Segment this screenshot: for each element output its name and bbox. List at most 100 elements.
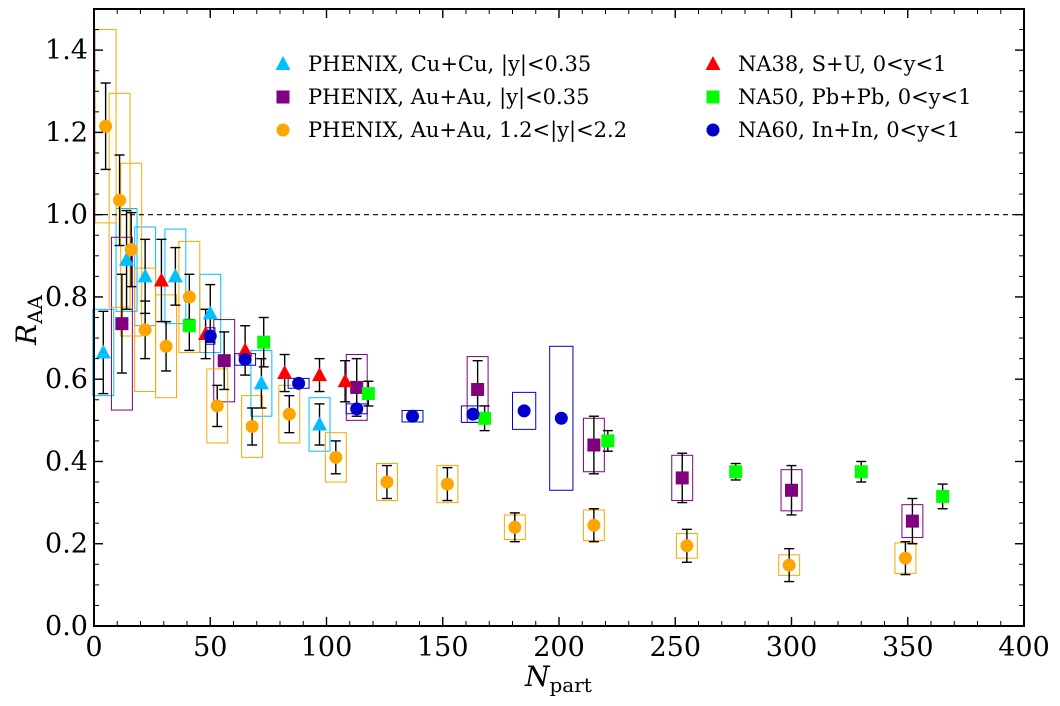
series-4-point-7 [936, 489, 950, 503]
x-tick-label-7: 350 [882, 632, 934, 663]
series-3-point-5 [337, 373, 353, 388]
series-5-box-6 [512, 391, 537, 430]
series-5-point-6 [517, 404, 531, 418]
series-2-point-5 [182, 290, 196, 304]
series-3-point-3 [277, 365, 293, 380]
series-0-point-3 [167, 268, 183, 283]
series-2-point-7 [245, 420, 259, 434]
series-5-point-2 [292, 376, 306, 390]
series-2-box-11 [436, 465, 459, 504]
series-1-point-1 [217, 354, 231, 368]
series-4-point-3 [478, 411, 492, 425]
series-2-box-8 [278, 384, 301, 444]
data-points [95, 119, 950, 572]
legend-marker-4 [706, 90, 720, 104]
legend-label-0: PHENIX, Cu+Cu, |y|<0.35 [308, 52, 591, 77]
series-2-point-15 [782, 558, 796, 572]
series-0-point-2 [137, 268, 153, 283]
y-tick-label-0: 0.0 [45, 611, 88, 642]
series-4-point-0 [182, 319, 196, 333]
y-tick-label-4: 0.8 [45, 282, 88, 313]
series-4-point-5 [729, 465, 743, 479]
series-3-point-0 [153, 272, 169, 287]
y-tick-label-7: 1.4 [45, 35, 88, 66]
series-2-box-5 [178, 240, 201, 353]
x-tick-label-2: 100 [301, 632, 353, 663]
series-1-box-0 [110, 236, 133, 411]
x-tick-label-3: 150 [417, 632, 469, 663]
legend-marker-0 [275, 56, 291, 70]
series-2-point-3 [138, 323, 152, 337]
series-2-box-4 [155, 294, 178, 399]
series-3-point-4 [312, 367, 328, 382]
legend: PHENIX, Cu+Cu, |y|<0.35 PHENIX, Au+Au, |y… [275, 52, 971, 143]
series-4-point-6 [854, 465, 868, 479]
y-axis-label-subscript: AA [23, 294, 47, 324]
x-tick-label-0: 0 [85, 632, 102, 663]
series-2-point-4 [159, 339, 173, 353]
plot-background [94, 9, 1024, 626]
series-2-point-6 [210, 399, 224, 413]
series-2-point-12 [508, 520, 522, 534]
series-1-point-2 [350, 380, 364, 394]
series-5-point-5 [466, 407, 480, 421]
series-0-point-6 [312, 416, 328, 431]
y-tick-label-1: 0.2 [45, 529, 88, 560]
series-3-point-2 [237, 342, 253, 357]
x-tick-label-1: 50 [193, 632, 227, 663]
x-axis-label: Npart [524, 660, 592, 697]
series-2-point-2 [124, 243, 138, 257]
series-2-point-1 [113, 193, 127, 207]
series-1-point-4 [587, 438, 601, 452]
y-tick-label-2: 0.4 [45, 446, 88, 477]
series-5-point-4 [406, 409, 420, 423]
series-0-point-5 [253, 375, 269, 390]
series-4-point-2 [361, 387, 375, 401]
series-0-box-0 [92, 308, 115, 397]
series-5-point-0 [203, 329, 217, 343]
series-2-point-10 [380, 475, 394, 489]
legend-marker-2 [276, 123, 290, 137]
series-2-box-10 [375, 463, 398, 502]
x-tick-label-6: 300 [766, 632, 818, 663]
series-2-point-8 [282, 407, 296, 421]
series-1-point-5 [675, 471, 689, 485]
series-1-point-7 [905, 514, 919, 528]
series-1-point-6 [785, 483, 798, 497]
series-0-box-5 [250, 349, 273, 417]
series-2-box-7 [241, 395, 264, 458]
y-tick-label-6: 1.2 [45, 117, 88, 148]
series-2-point-11 [440, 477, 454, 491]
series-2-point-0 [99, 119, 113, 133]
series-2-point-9 [329, 450, 343, 464]
x-axis-label-subscript: part [550, 673, 592, 697]
series-5-point-3 [350, 402, 364, 416]
series-0-box-3 [164, 228, 187, 325]
series-0-point-1 [119, 251, 135, 266]
series-5-point-1 [238, 352, 252, 366]
legend-marker-5 [706, 123, 720, 137]
series-1-point-3 [471, 382, 485, 396]
series-2-point-13 [587, 518, 601, 532]
series-4-point-1 [257, 335, 271, 349]
series-2-box-2 [120, 162, 143, 337]
series-4-point-4 [601, 434, 615, 448]
legend-label-4: NA50, Pb+Pb, 0<y<1 [738, 85, 971, 109]
legend-marker-3 [705, 56, 721, 70]
series-5-box-7 [549, 345, 574, 491]
series-0-box-6 [308, 397, 331, 452]
series-2-box-1 [108, 92, 131, 308]
series-5-point-7 [554, 411, 568, 425]
series-0-box-1 [115, 207, 138, 312]
series-2-point-14 [680, 539, 694, 553]
legend-label-2: PHENIX, Au+Au, 1.2<|y|<2.2 [308, 118, 627, 143]
y-axis-label: RAA [10, 294, 47, 346]
x-tick-label-8: 400 [998, 632, 1050, 663]
x-tick-label-4: 200 [533, 632, 585, 663]
series-0-point-0 [95, 344, 111, 359]
series-2-box-9 [324, 432, 347, 483]
legend-label-1: PHENIX, Au+Au, |y|<0.35 [308, 85, 589, 110]
y-tick-label-5: 1.0 [45, 200, 88, 231]
legend-marker-1 [276, 90, 290, 104]
